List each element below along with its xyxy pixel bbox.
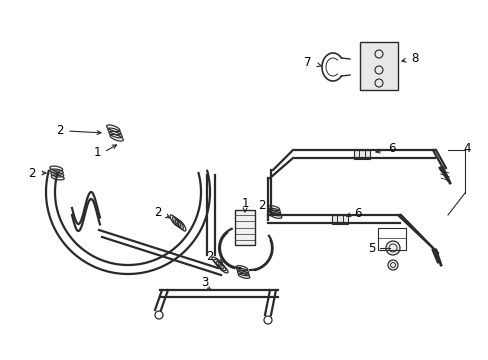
Bar [353,149,369,158]
Bar [235,210,254,245]
Text: 2: 2 [206,249,213,262]
Text: 6: 6 [387,141,395,154]
Circle shape [385,241,399,255]
Text: 1: 1 [241,197,248,210]
Text: 2: 2 [154,206,162,219]
Bar [359,42,397,90]
Bar [377,228,405,250]
Text: 2: 2 [258,198,265,212]
Text: 1: 1 [93,145,101,158]
Text: 7: 7 [304,55,311,68]
Text: 6: 6 [353,207,361,220]
Bar [331,215,347,224]
Text: 4: 4 [462,141,470,154]
Text: 3: 3 [201,275,208,288]
Circle shape [387,260,397,270]
Text: 2: 2 [56,123,63,136]
Text: 8: 8 [410,51,418,64]
Text: 5: 5 [367,242,375,255]
Text: 2: 2 [28,166,36,180]
